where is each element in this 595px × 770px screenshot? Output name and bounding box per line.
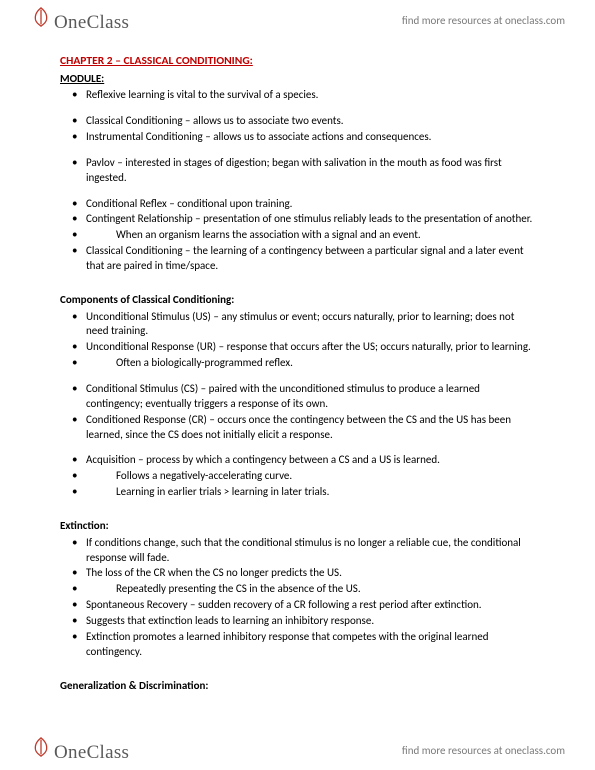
- page-footer: OneClass find more resources at oneclass…: [0, 730, 595, 770]
- header-tagline: find more resources at oneclass.com: [402, 14, 565, 27]
- list-item: Reflexive learning is vital to the survi…: [60, 88, 535, 103]
- list-item: Extinction promotes a learned inhibitory…: [60, 630, 535, 660]
- section-generalization: Generalization & Discrimination:: [60, 679, 535, 694]
- list-item: If conditions change, such that the cond…: [60, 536, 535, 566]
- list-item: Suggests that extinction leads to learni…: [60, 614, 535, 629]
- leaf-icon: [30, 736, 52, 758]
- list-item: Instrumental Conditioning – allows us to…: [60, 130, 535, 145]
- module-label: MODULE:: [60, 72, 535, 87]
- page-header: OneClass find more resources at oneclass…: [0, 0, 595, 40]
- footer-tagline: find more resources at oneclass.com: [402, 744, 565, 757]
- brand-name-footer: OneClass: [54, 742, 129, 764]
- brand-logo-footer: OneClass: [30, 736, 129, 764]
- list-item-sub: When an organism learns the association …: [60, 228, 535, 243]
- bullet-list-pavlov: Pavlov – interested in stages of digesti…: [60, 156, 535, 186]
- list-item-sub: Often a biologically-programmed reflex.: [60, 356, 535, 371]
- section-extinction: Extinction:: [60, 519, 535, 534]
- leaf-icon: [30, 6, 52, 28]
- bullet-list-ext: If conditions change, such that the cond…: [60, 536, 535, 660]
- list-item: Classical Conditioning – allows us to as…: [60, 114, 535, 129]
- list-item-sub: Repeatedly presenting the CS in the abse…: [60, 582, 535, 597]
- document-body: CHAPTER 2 – CLASSICAL CONDITIONING: MODU…: [0, 40, 595, 705]
- list-item: Unconditional Stimulus (US) – any stimul…: [60, 310, 535, 340]
- list-item: Pavlov – interested in stages of digesti…: [60, 156, 535, 186]
- bullet-list-intro: Reflexive learning is vital to the survi…: [60, 88, 535, 103]
- list-item: The loss of the CR when the CS no longer…: [60, 566, 535, 581]
- list-item: Classical Conditioning – the learning of…: [60, 244, 535, 274]
- brand-name: OneClass: [54, 12, 129, 34]
- list-item: Conditional Reflex – conditional upon tr…: [60, 197, 535, 212]
- bullet-list-assoc: Classical Conditioning – allows us to as…: [60, 114, 535, 145]
- bullet-list-components: Unconditional Stimulus (US) – any stimul…: [60, 310, 535, 371]
- list-item: Unconditional Response (UR) – response t…: [60, 340, 535, 355]
- section-components: Components of Classical Conditioning:: [60, 293, 535, 308]
- list-item: Contingent Relationship – presentation o…: [60, 212, 535, 227]
- bullet-list-cs: Conditional Stimulus (CS) – paired with …: [60, 382, 535, 442]
- list-item-sub: Learning in earlier trials > learning in…: [60, 485, 535, 500]
- brand-logo: OneClass: [30, 6, 129, 34]
- bullet-list-reflex: Conditional Reflex – conditional upon tr…: [60, 197, 535, 274]
- chapter-title: CHAPTER 2 – CLASSICAL CONDITIONING:: [60, 54, 535, 70]
- list-item: Acquisition – process by which a conting…: [60, 453, 535, 468]
- list-item: Conditioned Response (CR) – occurs once …: [60, 413, 535, 443]
- list-item: Conditional Stimulus (CS) – paired with …: [60, 382, 535, 412]
- bullet-list-acq: Acquisition – process by which a conting…: [60, 453, 535, 500]
- list-item: Spontaneous Recovery – sudden recovery o…: [60, 598, 535, 613]
- list-item-sub: Follows a negatively-accelerating curve.: [60, 469, 535, 484]
